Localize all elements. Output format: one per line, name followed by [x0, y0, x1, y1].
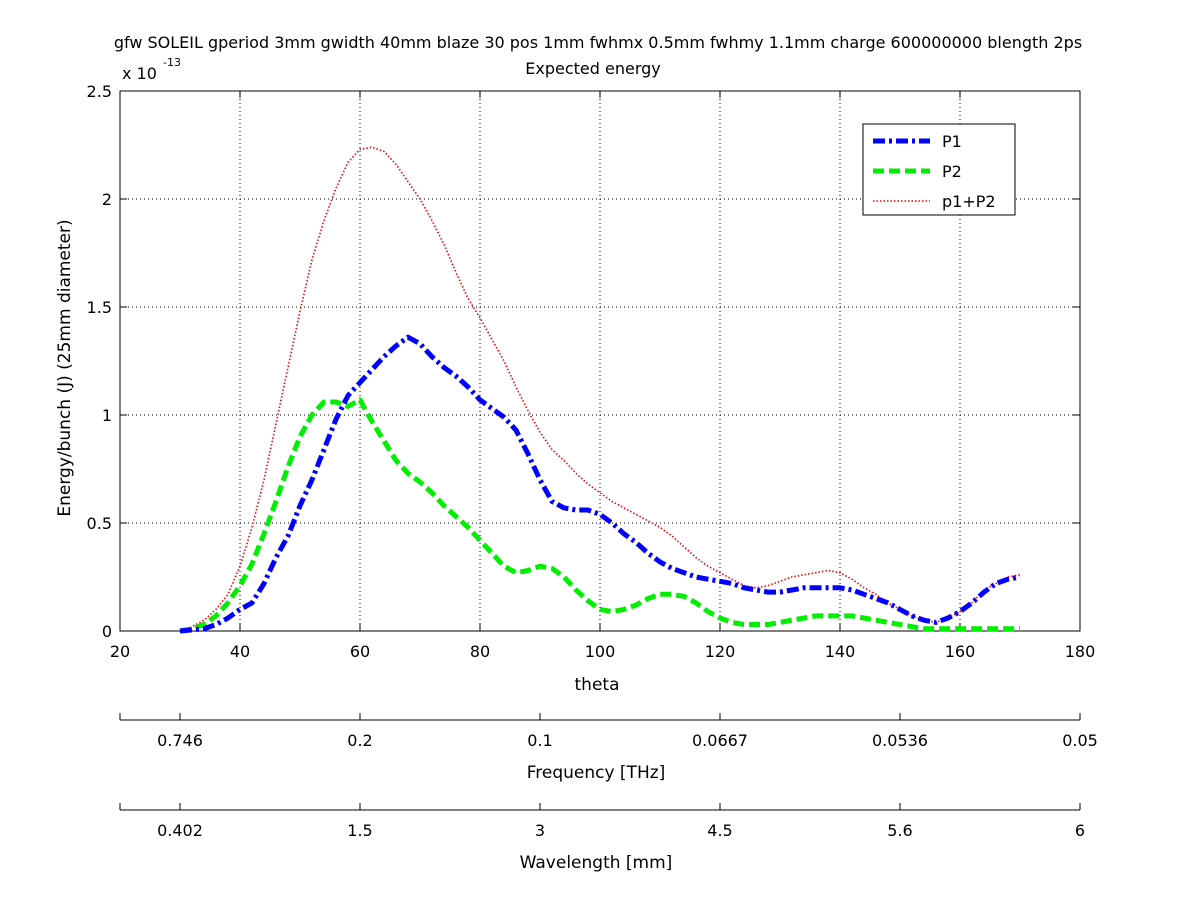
secondary-tick-label: 3 [535, 821, 545, 840]
legend-label-p1: P1 [942, 132, 962, 151]
x-tick-label: 40 [230, 642, 250, 661]
secondary-tick-label: 4.5 [707, 821, 732, 840]
secondary-tick-label: 0.0667 [692, 731, 748, 750]
grid [120, 91, 1080, 631]
series-group [179, 146, 1021, 634]
x-tick-label: 100 [585, 642, 616, 661]
secondary-tick-label: 0.402 [157, 821, 203, 840]
y-tick-label: 1 [102, 406, 112, 425]
series-line-p1-plus-p2 [179, 146, 1021, 632]
axis-ticks: 20 40 60 80 100 120 140 160 180 0 0.5 1 1.5 2 2.5 [87, 82, 1096, 661]
secondary-tick-label: 0.2 [347, 731, 372, 750]
wavelength-axis: 0.402 1.5 3 4.5 5.6 6 Wavelength [mm] [119, 803, 1085, 873]
x-axis-label: theta [575, 675, 620, 695]
y-axis-label: Energy/bunch (J) (25mm diameter) [55, 219, 75, 516]
secondary-tick-label: 0.1 [527, 731, 552, 750]
secondary-tick-label: 0.0536 [872, 731, 928, 750]
y-exponent-power: -13 [163, 56, 181, 69]
x-tick-label: 80 [470, 642, 490, 661]
chart-title: gfw SOLEIL gperiod 3mm gwidth 40mm blaze… [114, 33, 1082, 52]
legend-box [862, 123, 1016, 216]
wavelength-axis-label: Wavelength [mm] [520, 853, 673, 873]
frequency-axis-label: Frequency [THz] [527, 763, 666, 783]
x-tick-label: 180 [1065, 642, 1096, 661]
legend: P1 P2 p1+P2 [862, 123, 1016, 216]
y-tick-label: 2.5 [87, 82, 112, 101]
secondary-tick-label: 0.746 [157, 731, 203, 750]
secondary-tick-label: 6 [1075, 821, 1085, 840]
x-tick-label: 20 [110, 642, 130, 661]
y-tick-label: 1.5 [87, 298, 112, 317]
x-tick-label: 60 [350, 642, 370, 661]
y-tick-label: 0 [102, 622, 112, 641]
frequency-axis: 0.746 0.2 0.1 0.0667 0.0536 0.05 Frequency [T… [119, 713, 1098, 783]
x-tick-label: 120 [705, 642, 736, 661]
secondary-tick-label: 1.5 [347, 821, 372, 840]
series-line-p2 [179, 397, 1020, 634]
chart-subtitle: Expected energy [525, 59, 660, 78]
x-tick-label: 140 [825, 642, 856, 661]
legend-label-p1-plus-p2: p1+P2 [942, 192, 996, 211]
legend-label-p2: P2 [942, 162, 962, 181]
y-tick-label: 2 [102, 190, 112, 209]
y-tick-label: 0.5 [87, 514, 112, 533]
secondary-tick-label: 0.05 [1062, 731, 1098, 750]
series-line-p1 [179, 334, 1021, 634]
x-tick-label: 160 [945, 642, 976, 661]
y-exponent-label: x 10 [122, 64, 157, 83]
secondary-tick-label: 5.6 [887, 821, 912, 840]
